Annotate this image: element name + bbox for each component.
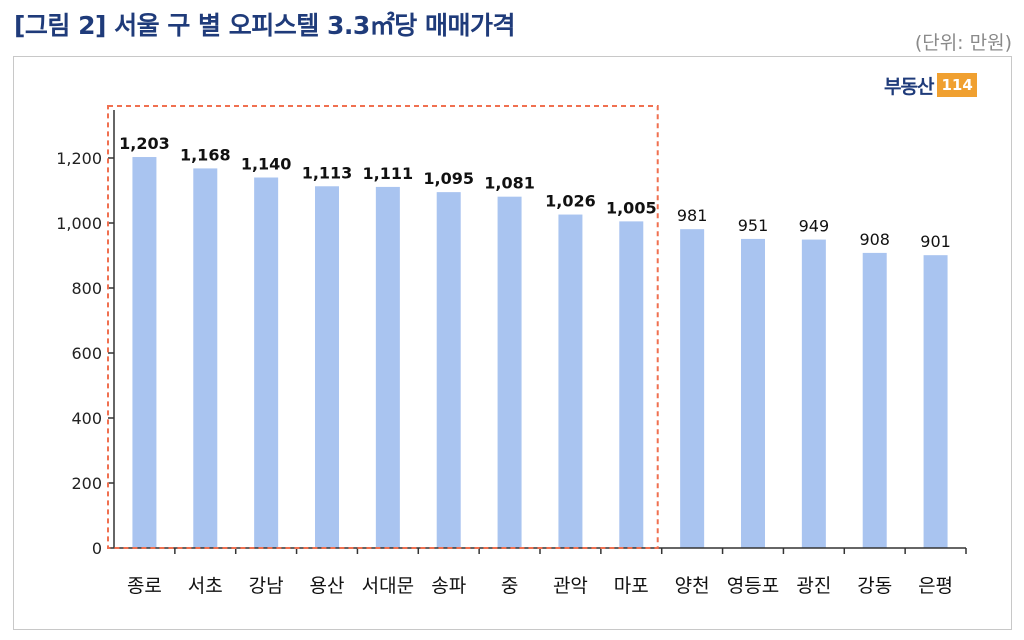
x-tick-label: 영등포 [727,575,779,597]
y-tick-label: 400 [71,409,102,428]
y-tick-label: 800 [71,279,102,298]
x-tick-label: 종로 [127,575,162,597]
chart-frame [13,56,1012,630]
y-tick-label: 0 [92,539,102,558]
data-label: 1,095 [423,169,474,188]
data-label: 981 [677,206,708,225]
bar [497,196,522,549]
x-tick-label: 서대문 [362,575,414,597]
y-tick-label: 1,200 [56,149,102,168]
x-tick-label: 관악 [553,575,588,597]
logo-text: 부동산 [884,75,934,98]
data-label: 1,005 [606,198,657,217]
bar [315,186,339,548]
bar [680,229,705,549]
x-tick-label: 송파 [431,575,466,597]
data-label: 901 [920,232,951,251]
bar [801,239,826,548]
bar [558,214,583,549]
data-label: 1,203 [119,134,170,153]
chart-title: [그림 2] 서울 구 별 오피스텔 3.3㎡당 매매가격 [14,11,515,40]
bar [741,238,765,549]
logo-number: 114 [937,73,977,97]
x-tick-label: 용산 [310,575,345,597]
bar [254,177,279,548]
x-tick-label: 광진 [796,575,831,597]
highlight-box [107,105,659,549]
bar [193,168,218,548]
data-label: 1,026 [545,192,596,211]
bar [375,186,400,549]
bar [862,252,887,548]
unit-label: (단위: 만원) [914,32,1012,54]
y-tick-label: 200 [71,474,102,493]
y-tick-label: 1,000 [56,214,102,233]
data-label: 1,081 [484,174,535,193]
x-tick-label: 마포 [614,575,649,597]
bar [132,157,157,548]
data-label: 908 [859,230,890,249]
brand-logo: 부동산 114 [884,70,977,100]
data-label: 1,140 [241,155,292,174]
bar [619,221,644,548]
x-tick-label: 강남 [249,575,284,597]
x-tick-label: 양천 [675,575,710,597]
x-tick-label: 강동 [857,575,892,597]
y-tick-label: 600 [71,344,102,363]
bar [923,255,948,549]
data-label: 1,111 [363,164,414,183]
data-label: 1,113 [302,163,353,182]
x-tick-label: 중 [501,575,518,597]
data-label: 1,168 [180,145,231,164]
data-label: 949 [799,217,830,236]
bar [436,192,461,548]
data-label: 951 [738,216,769,235]
x-tick-label: 서초 [188,575,223,597]
x-tick-label: 은평 [918,575,953,597]
